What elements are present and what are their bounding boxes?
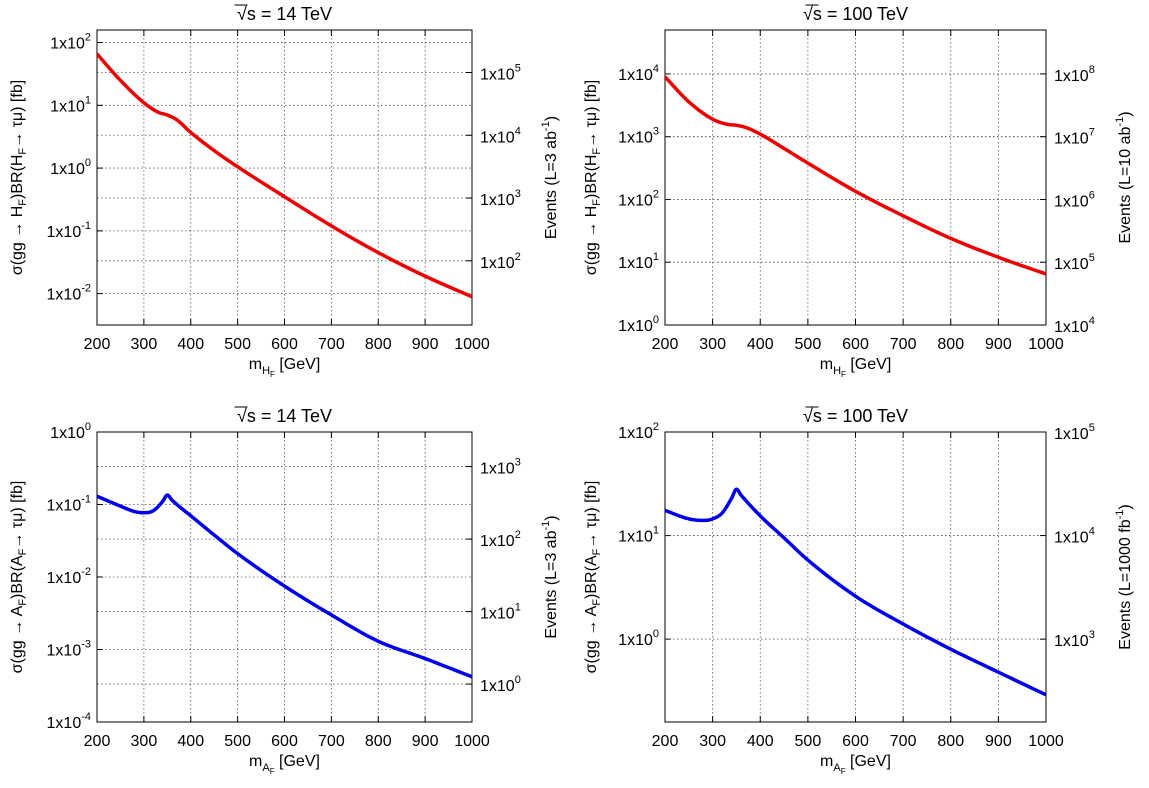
x-tick-label: 900	[412, 733, 439, 750]
y2-tick-label: 1x103	[1054, 629, 1095, 650]
y2-axis-label: Events (L=3 ab-1)	[540, 515, 560, 638]
x-tick-label: 500	[795, 336, 822, 353]
x-tick-label: 300	[699, 336, 726, 353]
y-tick-label: 1x10-1	[47, 494, 91, 515]
x-tick-label: 200	[652, 336, 679, 353]
x-tick-label: 900	[412, 336, 439, 353]
y2-tick-label: 1x107	[1054, 127, 1095, 148]
x-axis-label: mHF [GeV]	[820, 356, 892, 379]
x-tick-label: 400	[747, 336, 774, 353]
chart-title: √s = 100 TeV	[803, 4, 908, 24]
x-tick-label: 600	[842, 336, 869, 353]
series-line	[97, 52, 472, 299]
y-axis-label: σ(gg → AF)BR(AF→ τμ) [fb]	[9, 481, 29, 674]
series-line	[97, 493, 472, 679]
x-axis-label: mAF [GeV]	[820, 753, 891, 776]
chart-panel-0: 200 300 400 500 600 700 800 900 1000 1x10-2 1x10-1…	[9, 4, 560, 379]
plot-frame	[664, 431, 1047, 723]
plot-frame	[664, 29, 1047, 326]
x-tick-label: 700	[318, 336, 345, 353]
y-tick-label: 1x100	[50, 421, 91, 442]
y-tick-label: 1x10-2	[47, 283, 91, 304]
x-tick-label: 300	[131, 336, 158, 353]
y2-tick-label: 1x105	[480, 62, 521, 83]
chart-title: √s = 100 TeV	[803, 406, 908, 426]
x-tick-label: 500	[224, 336, 251, 353]
y-tick-label: 1x103	[618, 126, 659, 147]
plot-frame	[96, 29, 473, 326]
x-tick-label: 1000	[1028, 733, 1064, 750]
y2-tick-label: 1x104	[1054, 315, 1095, 336]
x-tick-label: 1000	[454, 336, 490, 353]
x-tick-label: 600	[842, 733, 869, 750]
y-tick-label: 1x100	[50, 157, 91, 178]
chart-panel-3: 200 300 400 500 600 700 800 900 1000 1x100 1x101 1x…	[583, 406, 1134, 776]
x-tick-label: 200	[84, 336, 111, 353]
y2-axis-label: Events (L=1000 fb-1)	[1114, 504, 1134, 649]
y-axis-label: σ(gg → HF)BR(HF→ τμ) [fb]	[583, 80, 603, 275]
y2-tick-label: 1x100	[480, 674, 521, 695]
y2-tick-label: 1x103	[480, 188, 521, 209]
y-tick-label: 1x101	[50, 94, 91, 115]
x-tick-label: 900	[985, 336, 1012, 353]
y2-tick-label: 1x106	[1054, 189, 1095, 210]
y-tick-label: 1x101	[618, 251, 659, 272]
y-tick-label: 1x102	[50, 32, 91, 53]
y-tick-label: 1x102	[618, 188, 659, 209]
x-tick-label: 200	[652, 733, 679, 750]
x-tick-label: 300	[699, 733, 726, 750]
y-tick-label: 1x104	[618, 63, 659, 84]
y2-tick-label: 1x101	[480, 602, 521, 623]
x-tick-label: 300	[131, 733, 158, 750]
y2-tick-label: 1x105	[1054, 252, 1095, 273]
x-tick-label: 1000	[1028, 336, 1064, 353]
y2-axis-label: Events (L=10 ab-1)	[1114, 111, 1134, 243]
x-tick-label: 700	[890, 336, 917, 353]
x-tick-label: 800	[937, 336, 964, 353]
x-tick-label: 600	[271, 336, 298, 353]
y2-tick-label: 1x102	[480, 251, 521, 272]
y2-tick-label: 1x102	[480, 529, 521, 550]
y-tick-label: 1x10-1	[47, 220, 91, 241]
chart-title: √s = 14 TeV	[237, 4, 332, 24]
x-tick-label: 900	[985, 733, 1012, 750]
x-axis-label: mAF [GeV]	[249, 753, 320, 776]
y-tick-label: 1x102	[618, 421, 659, 442]
series-line	[665, 75, 1046, 276]
chart-panel-2: 200 300 400 500 600 700 800 900 1000 1x10-4 1x10-3…	[9, 406, 560, 776]
y2-tick-label: 1x103	[480, 457, 521, 478]
y-tick-label: 1x100	[618, 628, 659, 649]
y-axis-label: σ(gg → AF)BR(AF→ τμ) [fb]	[583, 481, 603, 674]
y-tick-label: 1x101	[618, 525, 659, 546]
x-tick-label: 700	[890, 733, 917, 750]
x-tick-label: 800	[365, 733, 392, 750]
x-tick-label: 1000	[454, 733, 490, 750]
y2-tick-label: 1x104	[480, 125, 521, 146]
x-tick-label: 400	[177, 336, 204, 353]
series-line	[665, 487, 1046, 697]
x-tick-label: 400	[747, 733, 774, 750]
y-tick-label: 1x10-4	[47, 711, 91, 732]
chart-panel-1: 200 300 400 500 600 700 800 900 1000 1x100 1x101 1x…	[583, 4, 1134, 379]
y2-axis-label: Events (L=3 ab-1)	[540, 116, 560, 239]
x-tick-label: 500	[224, 733, 251, 750]
y2-tick-label: 1x105	[1054, 422, 1095, 443]
x-tick-label: 700	[318, 733, 345, 750]
y2-tick-label: 1x104	[1054, 526, 1095, 547]
plot-frame	[96, 431, 473, 723]
y-tick-label: 1x100	[618, 314, 659, 335]
x-tick-label: 500	[795, 733, 822, 750]
chart-title: √s = 14 TeV	[237, 406, 332, 426]
y-axis-label: σ(gg → HF)BR(HF→ τμ) [fb]	[9, 80, 29, 275]
x-tick-label: 600	[271, 733, 298, 750]
x-tick-label: 200	[84, 733, 111, 750]
y2-tick-label: 1x108	[1054, 64, 1095, 85]
y-tick-label: 1x10-3	[47, 639, 91, 660]
x-tick-label: 800	[365, 336, 392, 353]
y-tick-label: 1x10-2	[47, 566, 91, 587]
x-axis-label: mHF [GeV]	[249, 356, 321, 379]
x-tick-label: 400	[177, 733, 204, 750]
x-tick-label: 800	[937, 733, 964, 750]
